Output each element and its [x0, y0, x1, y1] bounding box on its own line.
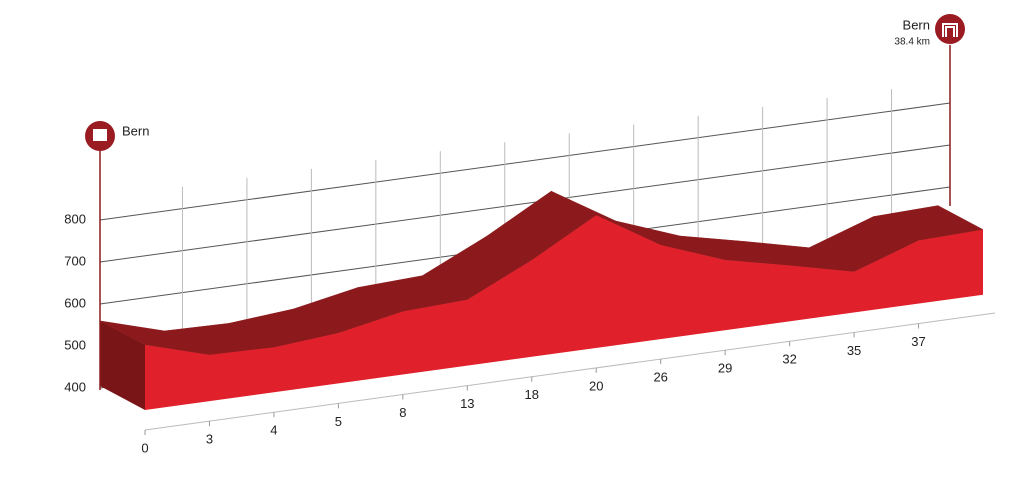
grid-line	[99, 144, 951, 263]
start-flag	[93, 129, 107, 141]
x-tick-label: 5	[335, 414, 342, 429]
x-tick-label: 8	[399, 405, 406, 420]
x-tick-label: 37	[911, 334, 925, 349]
start-label: Bern	[122, 123, 149, 138]
x-tick-label: 20	[589, 378, 603, 393]
y-tick-label: 600	[64, 295, 86, 310]
grid-line	[99, 102, 951, 221]
finish-distance: 38.4 km	[894, 37, 930, 48]
x-tick-label: 26	[653, 369, 667, 384]
finish-arch	[942, 23, 958, 37]
x-tick-label: 35	[847, 343, 861, 358]
x-tick-label: 29	[718, 361, 732, 376]
top-surface	[872, 205, 984, 241]
side-face	[100, 320, 145, 410]
x-tick-label: 18	[525, 387, 539, 402]
finish-icon	[935, 14, 965, 44]
y-tick-label: 800	[64, 211, 86, 226]
y-tick-label: 400	[64, 379, 86, 394]
elevation-area	[145, 215, 983, 410]
x-tick-label: 0	[141, 440, 148, 455]
x-tick-label: 4	[270, 423, 277, 438]
x-tick-label: 13	[460, 396, 474, 411]
finish-label: Bern	[903, 17, 930, 32]
y-tick-label: 500	[64, 337, 86, 352]
finish-marker: Bern 38.4 km	[894, 14, 965, 206]
y-tick-label: 700	[64, 253, 86, 268]
x-axis	[144, 312, 996, 431]
x-tick-label: 32	[782, 352, 796, 367]
start-marker: Bern	[85, 121, 149, 390]
x-tick-label: 3	[206, 432, 213, 447]
plot: 400 500 600 700 800 0 3 4 5 8 13 18 20 26 29 32 35 37	[64, 89, 996, 455]
